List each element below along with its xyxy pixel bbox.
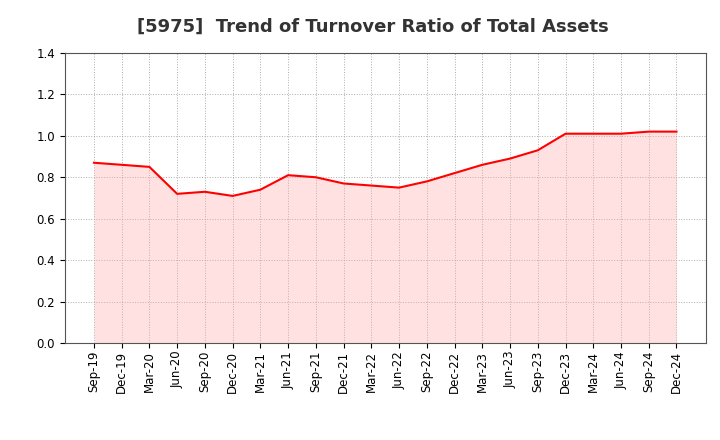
Text: [5975]  Trend of Turnover Ratio of Total Assets: [5975] Trend of Turnover Ratio of Total … — [137, 18, 608, 36]
